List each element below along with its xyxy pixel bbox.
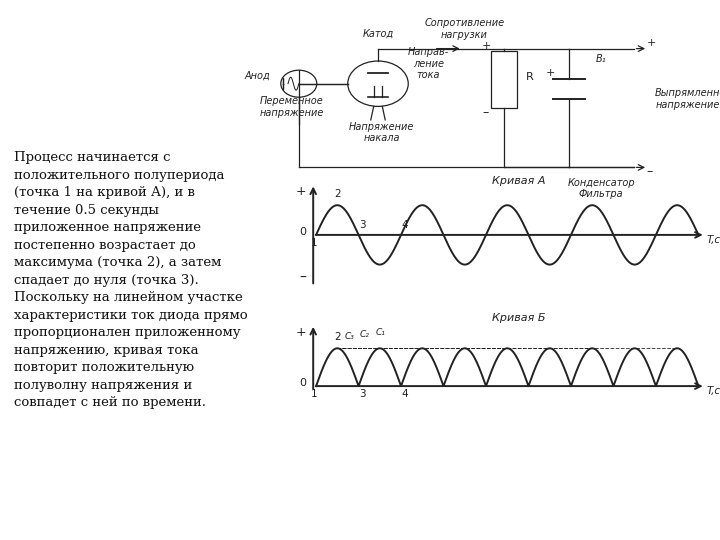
Text: T,c: T,c	[707, 386, 720, 396]
Text: +: +	[546, 68, 556, 78]
Text: 3: 3	[359, 389, 366, 399]
Text: 1: 1	[310, 389, 318, 399]
Text: Процесс начинается с
положительного полупериода
(точка 1 на кривой А), и в
течен: Процесс начинается с положительного полу…	[14, 151, 248, 409]
Text: –: –	[647, 165, 652, 179]
Text: С₂: С₂	[360, 330, 370, 339]
Text: 0: 0	[299, 227, 306, 237]
Text: R: R	[526, 72, 534, 82]
Text: Выпрямленное
напряжение: Выпрямленное напряжение	[655, 89, 720, 110]
Text: T,c: T,c	[707, 235, 720, 245]
Text: Кривая А: Кривая А	[492, 176, 545, 186]
Text: +: +	[481, 40, 491, 51]
Text: В₁: В₁	[596, 54, 606, 64]
Text: +: +	[647, 38, 657, 48]
Text: 4: 4	[401, 220, 408, 231]
Text: +: +	[295, 185, 306, 198]
Text: С₃: С₃	[345, 332, 354, 341]
Text: 1: 1	[310, 238, 318, 248]
Text: 3: 3	[359, 220, 366, 231]
Text: Кривая Б: Кривая Б	[492, 313, 545, 323]
Text: –: –	[299, 271, 306, 285]
Text: Сопротивление
нагрузки: Сопротивление нагрузки	[424, 18, 505, 40]
Text: 2: 2	[334, 189, 341, 199]
Text: Анод: Анод	[244, 70, 270, 80]
Bar	[491, 51, 517, 108]
Text: Конденсатор
Фильтра: Конденсатор Фильтра	[567, 178, 635, 199]
Text: –: –	[483, 106, 489, 119]
Text: 4: 4	[401, 389, 408, 399]
Text: Напряжение
накала: Напряжение накала	[349, 122, 414, 144]
Text: Катод: Катод	[362, 29, 394, 39]
Text: С₁: С₁	[375, 328, 385, 338]
Text: Направ-
ление
тока: Направ- ление тока	[408, 47, 449, 80]
Text: Переменное
напряжение: Переменное напряжение	[259, 97, 324, 118]
Text: +: +	[295, 326, 306, 339]
Text: 2: 2	[334, 332, 341, 342]
Text: 0: 0	[299, 379, 306, 388]
